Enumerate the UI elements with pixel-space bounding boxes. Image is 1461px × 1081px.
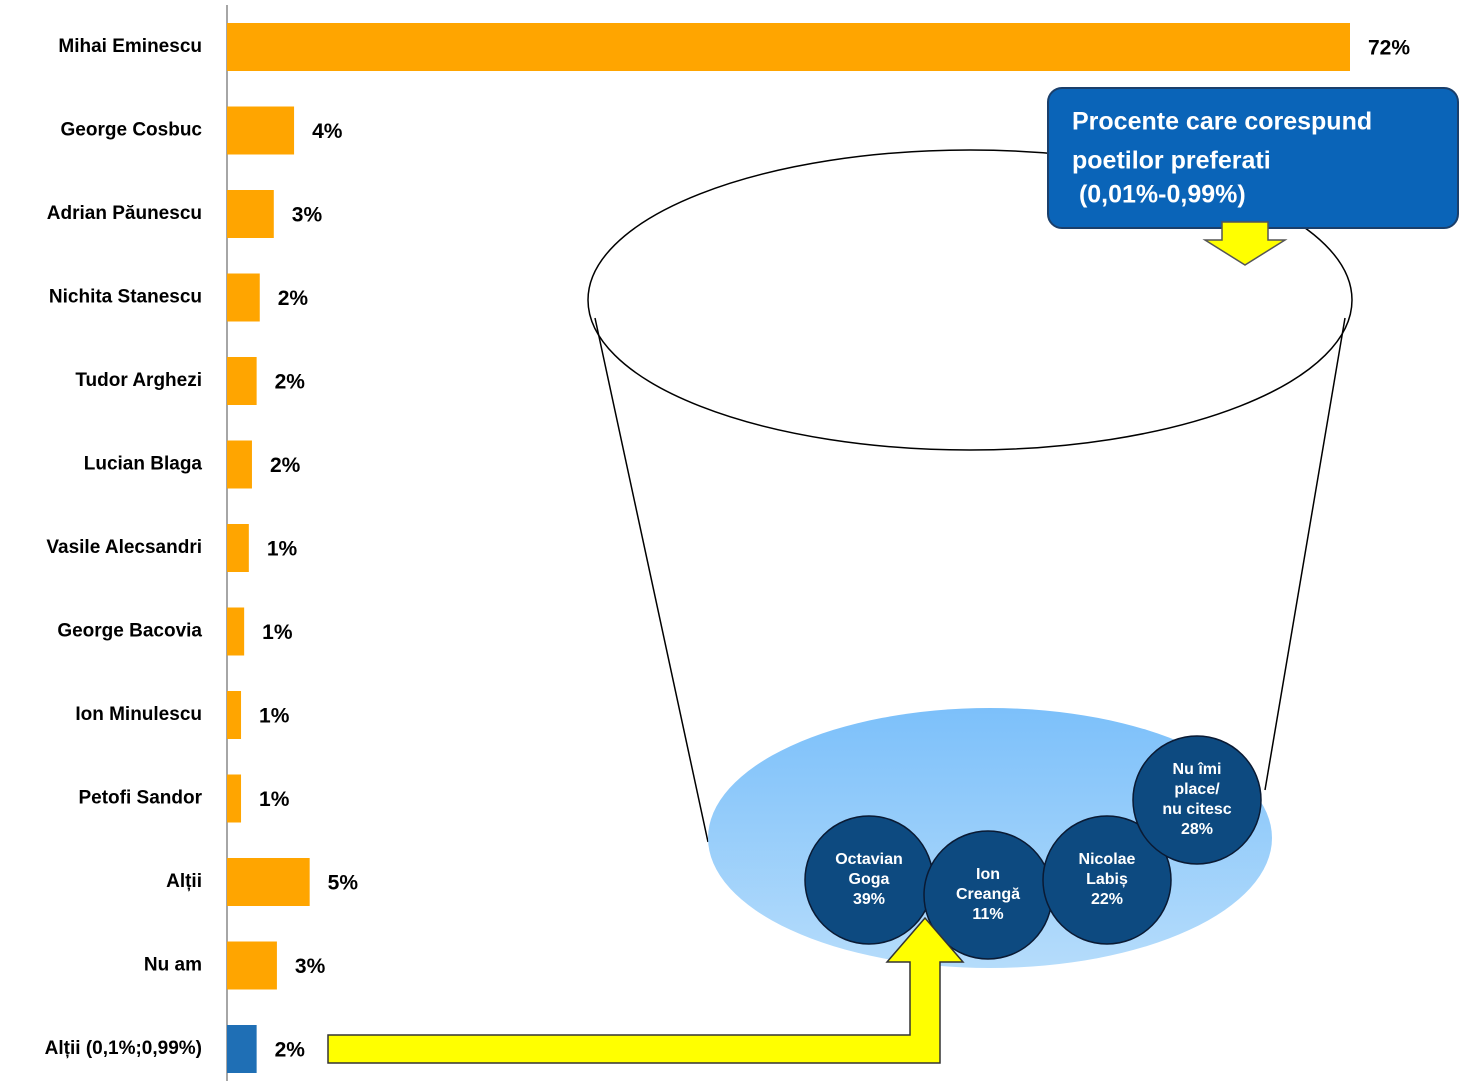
breakdown-name: place/ — [1174, 781, 1220, 798]
category-label: George Cosbuc — [61, 120, 203, 141]
bucket-side — [1264, 317, 1346, 791]
arrow — [1202, 221, 1288, 266]
bucket-top — [587, 149, 1353, 451]
breakdown-value: 39% — [853, 891, 885, 908]
bar — [227, 524, 249, 572]
bucket-side — [594, 317, 709, 843]
category-label: Adrian Păunescu — [47, 203, 202, 224]
value-label: 3% — [292, 204, 323, 227]
callout-text: Procente care corespund — [1072, 108, 1372, 136]
category-label: Ion Minulescu — [75, 704, 202, 725]
bar — [227, 1025, 257, 1073]
breakdown-name: Octavian — [835, 851, 903, 868]
arrow — [327, 916, 965, 1064]
bar — [227, 190, 274, 238]
value-label: 1% — [267, 538, 298, 561]
category-label: Tudor Arghezi — [75, 370, 202, 391]
breakdown: Octavian Goga 39% Ion Creangă 11% Nicolae Labiș… — [804, 735, 1262, 960]
bar — [227, 941, 277, 990]
breakdown-circle — [1132, 735, 1262, 865]
bar — [227, 774, 242, 823]
breakdown-name: Ion — [976, 866, 1000, 883]
breakdown-name: Creangă — [956, 886, 1020, 903]
value-label: 72% — [1368, 37, 1410, 60]
value-label: 2% — [278, 287, 309, 310]
bar — [227, 106, 295, 155]
breakdown-name: Labiș — [1086, 871, 1128, 888]
breakdown-name: nu citesc — [1162, 801, 1231, 818]
bar — [227, 691, 242, 739]
callout: Procente care corespund poetilor preferat… — [1072, 108, 1372, 209]
value-label: 2% — [275, 1039, 306, 1062]
bar — [227, 357, 257, 405]
breakdown-value: 28% — [1181, 821, 1213, 838]
breakdown-value: 11% — [972, 906, 1003, 923]
bar — [227, 23, 1350, 71]
category-label: Alții (0,1%;0,99%) — [45, 1038, 202, 1059]
category-label: Nu am — [144, 955, 202, 976]
category-label: Mihai Eminescu — [58, 36, 202, 57]
value-label: 5% — [328, 872, 359, 895]
bar — [227, 273, 260, 322]
value-label: 4% — [312, 120, 343, 143]
callout-text: poetilor preferati — [1072, 147, 1271, 175]
category-label: Lucian Blaga — [84, 454, 203, 475]
bar — [227, 858, 310, 906]
breakdown-name: Nu îmi — [1173, 761, 1222, 778]
category-label: Petofi Sandor — [78, 788, 202, 809]
category-label: Alții — [166, 871, 202, 892]
breakdown-name: Nicolae — [1079, 851, 1136, 868]
value-label: 1% — [259, 788, 290, 811]
category-label: George Bacovia — [57, 621, 202, 642]
value-label: 2% — [270, 454, 301, 477]
category-label: Nichita Stanescu — [49, 287, 202, 308]
bars: Mihai Eminescu 72% George Cosbuc 4% Adrian P… — [45, 23, 1410, 1073]
breakdown-value: 22% — [1091, 891, 1123, 908]
bar — [227, 440, 252, 489]
value-label: 3% — [295, 955, 326, 978]
value-label: 1% — [259, 705, 290, 728]
value-label: 1% — [262, 621, 293, 644]
callout-text: (0,01%-0,99%) — [1072, 181, 1246, 209]
bar — [227, 607, 245, 656]
breakdown-circle — [1042, 815, 1172, 945]
value-label: 2% — [275, 371, 306, 394]
category-label: Vasile Alecsandri — [46, 537, 202, 558]
breakdown-name: Goga — [849, 871, 890, 888]
